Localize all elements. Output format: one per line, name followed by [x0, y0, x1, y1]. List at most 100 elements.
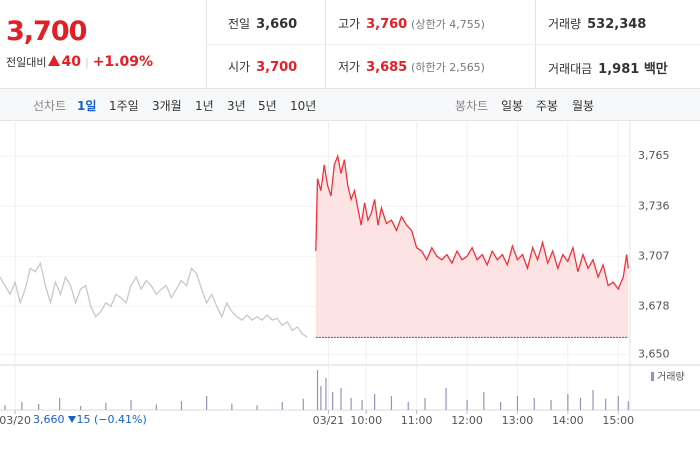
x-tick-label: 03/20 — [0, 414, 31, 427]
hover-change: 15 — [76, 413, 91, 426]
tab[interactable]: 일봉 — [501, 99, 524, 113]
chart: 3,650 3,678 3,707 3,736 3,765 03/20 03/21 10:00… — [0, 120, 700, 427]
volume-bar — [579, 398, 582, 410]
down-icon — [67, 416, 76, 423]
change-row: 전일대비 40 | +1.09% — [6, 54, 153, 70]
volume-bar — [206, 396, 208, 410]
volume-bar — [374, 394, 376, 410]
volume-bar — [281, 402, 283, 410]
y-tick-label: 3,707 — [638, 249, 670, 262]
stat: 거래량 532,348 — [548, 15, 646, 32]
stat-label: 시가 — [228, 60, 251, 74]
volume-bar — [302, 398, 304, 410]
stat-value: 532,348 — [587, 17, 647, 32]
x-tick-label: 03/21 — [313, 414, 345, 427]
hover-info: 3,660 15 (−0.41%) — [33, 413, 147, 426]
price-line — [315, 153, 629, 291]
volume-bar — [130, 400, 132, 410]
volume-bar — [4, 405, 6, 410]
period-tabs: 선차트 1일 1주일 3개월 1년 3년 5년 10년 봉차트 일봉 주봉 월봉 — [0, 89, 700, 121]
volume-bar — [550, 400, 552, 410]
hover-price: 3,660 — [33, 413, 65, 426]
stat-label: 고가 — [338, 17, 361, 31]
tab: 봉차트 — [455, 99, 489, 113]
stat: 거래대금 1,981 백만 — [548, 58, 668, 77]
stat: 저가 3,685 (하한가 2,565) — [338, 58, 485, 75]
stat-value: 3,685 — [366, 60, 408, 75]
stat: 시가 3,700 — [228, 58, 297, 75]
volume-bar — [617, 396, 619, 410]
stat-note: (하한가 2,565) — [411, 61, 485, 74]
volume-bar — [350, 398, 352, 410]
y-tick-label: 3,765 — [638, 149, 670, 162]
price-line — [0, 261, 308, 338]
x-tick-label: 13:00 — [502, 414, 534, 427]
tab[interactable]: 월봉 — [572, 99, 595, 113]
volume-bar — [332, 392, 334, 410]
y-tick-label: 3,736 — [638, 199, 670, 212]
volume-bar — [80, 406, 82, 410]
volume-bar — [59, 398, 61, 410]
volume-bar — [155, 404, 157, 410]
volume-bar — [256, 405, 258, 410]
x-tick-label: 12:00 — [451, 414, 483, 427]
tab[interactable]: 1주일 — [109, 99, 139, 113]
stat-value: 1,981 백만 — [598, 62, 668, 77]
volume-bar — [407, 402, 409, 410]
volume-bar — [627, 401, 629, 410]
tab[interactable]: 1년 — [195, 99, 214, 113]
up-icon — [48, 55, 61, 66]
volume-bar — [38, 404, 40, 410]
stat-note: (상한가 4,755) — [411, 18, 485, 31]
volume-bar — [180, 401, 183, 410]
stat-value: 3,760 — [366, 17, 408, 32]
volume-bar — [516, 396, 519, 410]
volume-bar — [592, 390, 594, 410]
x-tick-label: 15:00 — [602, 414, 634, 427]
tab[interactable]: 10년 — [290, 99, 317, 113]
volume-bar — [105, 402, 107, 410]
change-label: 전일대비 — [6, 56, 47, 69]
legend-swatch — [651, 372, 654, 381]
volume-bar — [361, 400, 363, 410]
volume-bar — [340, 388, 342, 410]
hover-rate: (−0.41%) — [94, 413, 147, 426]
volume-bar — [320, 386, 322, 410]
legend-label: 거래량 — [657, 371, 685, 383]
stat-label: 거래대금 — [548, 62, 593, 76]
y-tick-label: 3,650 — [638, 348, 670, 361]
area — [315, 156, 629, 338]
tab[interactable]: 주봉 — [536, 99, 559, 113]
volume-bar — [424, 398, 426, 410]
volume-bar — [500, 402, 502, 410]
volume-bar — [231, 403, 233, 410]
change: 40 — [61, 54, 81, 70]
tab[interactable]: 3개월 — [152, 99, 182, 113]
volume-bar — [325, 378, 327, 410]
x-tick-label: 14:00 — [552, 414, 584, 427]
change-rate: +1.09% — [92, 54, 153, 70]
stat-label: 저가 — [338, 60, 361, 74]
stat-value: 3,660 — [256, 17, 298, 32]
tab[interactable]: 1일 — [77, 99, 97, 113]
tab[interactable]: 5년 — [258, 99, 277, 113]
current-price: 3,700 — [6, 16, 87, 47]
volume-bar — [21, 402, 23, 410]
volume-bar — [316, 370, 319, 410]
x-tick-label: 10:00 — [350, 414, 382, 427]
volume-bar — [483, 392, 485, 410]
tab: 선차트 — [33, 99, 67, 113]
price-box: 3,700 전일대비 40 | +1.09% — [0, 0, 207, 88]
stat: 전일 3,660 — [228, 15, 297, 32]
volume-bar — [605, 398, 607, 410]
tab[interactable]: 3년 — [227, 99, 246, 113]
volume-bar — [445, 388, 447, 410]
stat-value: 3,700 — [256, 60, 298, 75]
volume-bar — [533, 398, 535, 410]
quote-header: 3,700 전일대비 40 | +1.09% 전일 3,660 고가 3,760 (상한가… — [0, 0, 700, 89]
volume-bar — [567, 394, 569, 410]
volume-bar — [390, 396, 393, 410]
stat: 고가 3,760 (상한가 4,755) — [338, 15, 485, 32]
x-tick-label: 11:00 — [401, 414, 433, 427]
